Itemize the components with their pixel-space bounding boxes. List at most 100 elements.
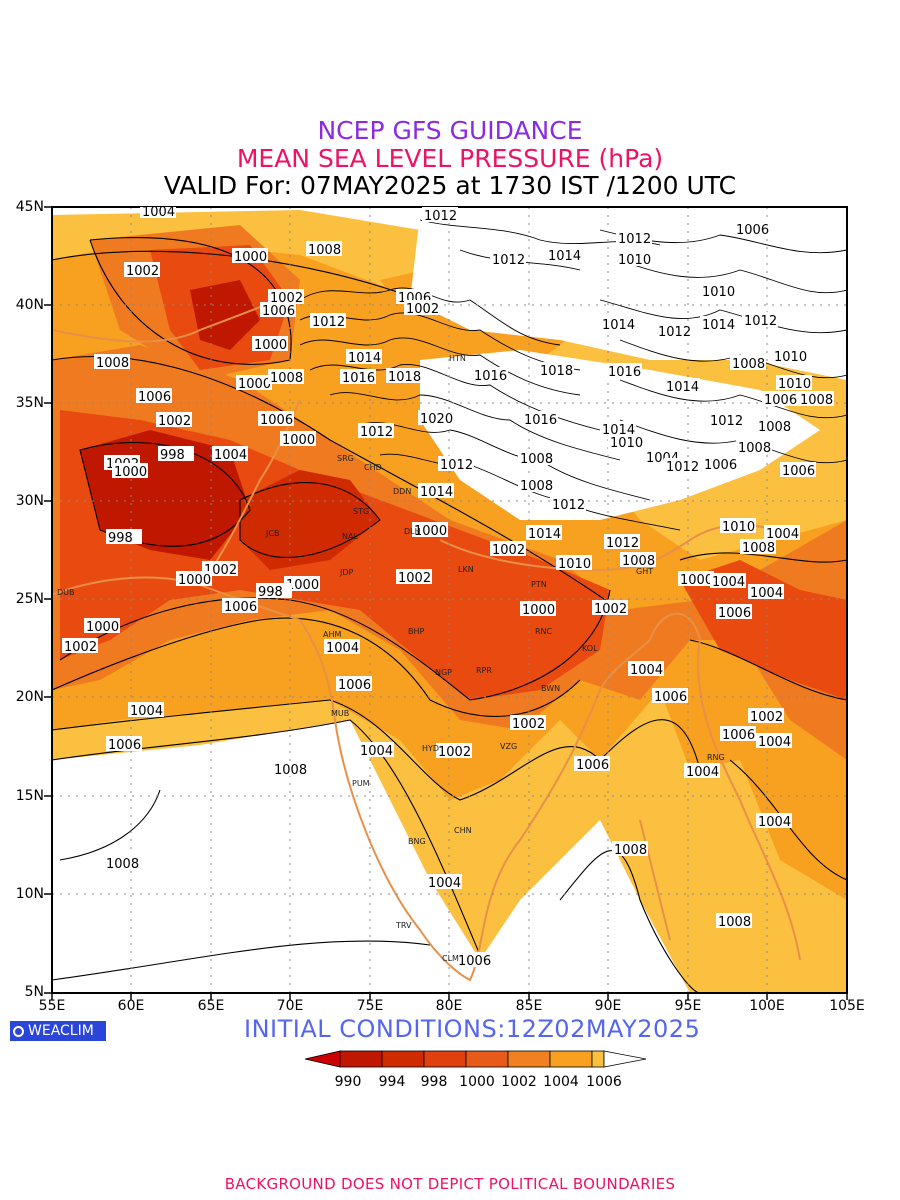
city-label: DUB: [57, 588, 75, 597]
city-label: GHT: [636, 567, 653, 576]
colorbar-bin: [507, 1050, 551, 1068]
svg-text:1012: 1012: [492, 253, 525, 268]
svg-text:1002: 1002: [438, 745, 471, 760]
contour-label: 1006: [260, 302, 296, 319]
contour-label: 1004: [710, 573, 746, 590]
svg-text:998: 998: [108, 531, 133, 546]
contour-label: 1008: [104, 855, 140, 872]
contour-label: 1008: [736, 439, 772, 456]
svg-text:1012: 1012: [552, 498, 585, 513]
lat-label: 25N: [15, 591, 44, 607]
city-label: AHM: [323, 630, 341, 639]
contour-label: 1002: [436, 743, 472, 760]
lat-label: 20N: [15, 689, 44, 705]
contour-label: 1008: [306, 241, 342, 258]
city-label: LKN: [458, 565, 474, 574]
svg-text:1008: 1008: [520, 479, 553, 494]
svg-text:1018: 1018: [540, 364, 573, 379]
city-label: CHN: [454, 826, 472, 835]
svg-text:1000: 1000: [86, 620, 119, 635]
contour-label: 1008: [740, 539, 776, 556]
contour-label: 1000: [678, 571, 714, 588]
region-998-north: [190, 280, 260, 350]
contour-label: 1004: [358, 742, 394, 759]
contour-label: 1018: [386, 368, 422, 385]
contour-label: 1012: [310, 313, 346, 330]
contour-label: 1006: [652, 688, 688, 705]
contour-label: 1000: [84, 618, 120, 635]
contour-label: 1002: [404, 300, 440, 317]
svg-text:1004: 1004: [326, 641, 359, 656]
city-label: CLM: [442, 954, 459, 963]
city-label: HTN: [449, 354, 466, 363]
contour-label: 1002: [62, 638, 98, 655]
city-label: DDN: [393, 487, 411, 496]
city-label: BWN: [541, 684, 560, 693]
contour-label: 1002: [592, 600, 628, 617]
svg-text:1010: 1010: [558, 557, 591, 572]
contour-label: 1006: [716, 604, 752, 621]
contour-label: 1016: [472, 367, 508, 384]
svg-text:1012: 1012: [606, 536, 639, 551]
contour-label: 1010: [556, 555, 592, 572]
contour-labels: 1004 1012 1012 1010 1006 1002 1000 1008 …: [62, 205, 834, 969]
svg-text:1002: 1002: [512, 717, 545, 732]
svg-text:1000: 1000: [114, 465, 147, 480]
contour-label: 1004: [128, 702, 164, 719]
lon-label: 90E: [594, 998, 622, 1014]
svg-text:1004: 1004: [142, 205, 175, 220]
contour-label: 1014: [664, 378, 700, 395]
contour-label: 1006: [762, 391, 798, 408]
svg-text:1006: 1006: [722, 728, 755, 743]
svg-text:1002: 1002: [64, 640, 97, 655]
colorbar-bin: [591, 1050, 605, 1068]
city-label: PTN: [531, 580, 547, 589]
contour-label: 1010: [608, 434, 644, 451]
initial-conditions: INITIAL CONDITIONS:12Z02MAY2025: [244, 1015, 701, 1043]
svg-text:1008: 1008: [800, 393, 833, 408]
contour-label: 1014: [700, 316, 736, 333]
title-parameter: MEAN SEA LEVEL PRESSURE (hPa): [236, 144, 664, 173]
svg-text:1000: 1000: [282, 433, 315, 448]
svg-text:1016: 1016: [474, 369, 507, 384]
svg-text:1008: 1008: [520, 452, 553, 467]
contour-label: 1002: [510, 715, 546, 732]
city-label: NAL: [342, 532, 358, 541]
svg-text:1012: 1012: [710, 414, 743, 429]
weaclim-logo[interactable]: WEACLIM: [10, 1021, 106, 1041]
contour-label: 1008: [518, 450, 554, 467]
lat-label: 45N: [15, 199, 44, 215]
svg-text:1006: 1006: [764, 393, 797, 408]
contour-label: 1012: [422, 207, 458, 224]
contour-label: 998: [106, 529, 142, 546]
lon-label: 55E: [38, 998, 66, 1014]
contour-label: 1004: [324, 639, 360, 656]
contour-label: 1006: [720, 726, 756, 743]
city-label: MUB: [331, 709, 349, 718]
svg-text:1000: 1000: [680, 573, 713, 588]
svg-text:1008: 1008: [718, 915, 751, 930]
lat-label: 10N: [15, 886, 44, 902]
city-label: KOL: [582, 644, 598, 653]
svg-text:1000: 1000: [238, 377, 271, 392]
colorbar-bin: [603, 1050, 647, 1068]
svg-text:1006: 1006: [260, 413, 293, 428]
contour-label: 1000: [232, 248, 268, 265]
svg-text:1002: 1002: [594, 602, 627, 617]
svg-text:1002: 1002: [398, 571, 431, 586]
contour-label: 1010: [700, 283, 736, 300]
map-fill: [52, 207, 847, 993]
contour-label: 1000: [176, 571, 212, 588]
city-label: BNG: [408, 837, 426, 846]
contour-label: 1012: [708, 412, 744, 429]
city-label: BHP: [408, 627, 425, 636]
contour-label: 1004: [426, 874, 462, 891]
contour-label: 1004: [756, 813, 792, 830]
colorbar-bin: [465, 1050, 509, 1068]
contour-label: 1004: [628, 661, 664, 678]
city-label: RNG: [707, 753, 725, 762]
title-valid-time: VALID For: 07MAY2025 at 1730 IST /1200 U…: [163, 171, 737, 200]
svg-text:1004: 1004: [758, 735, 791, 750]
svg-text:1008: 1008: [106, 857, 139, 872]
contour-label: 998: [256, 583, 292, 600]
